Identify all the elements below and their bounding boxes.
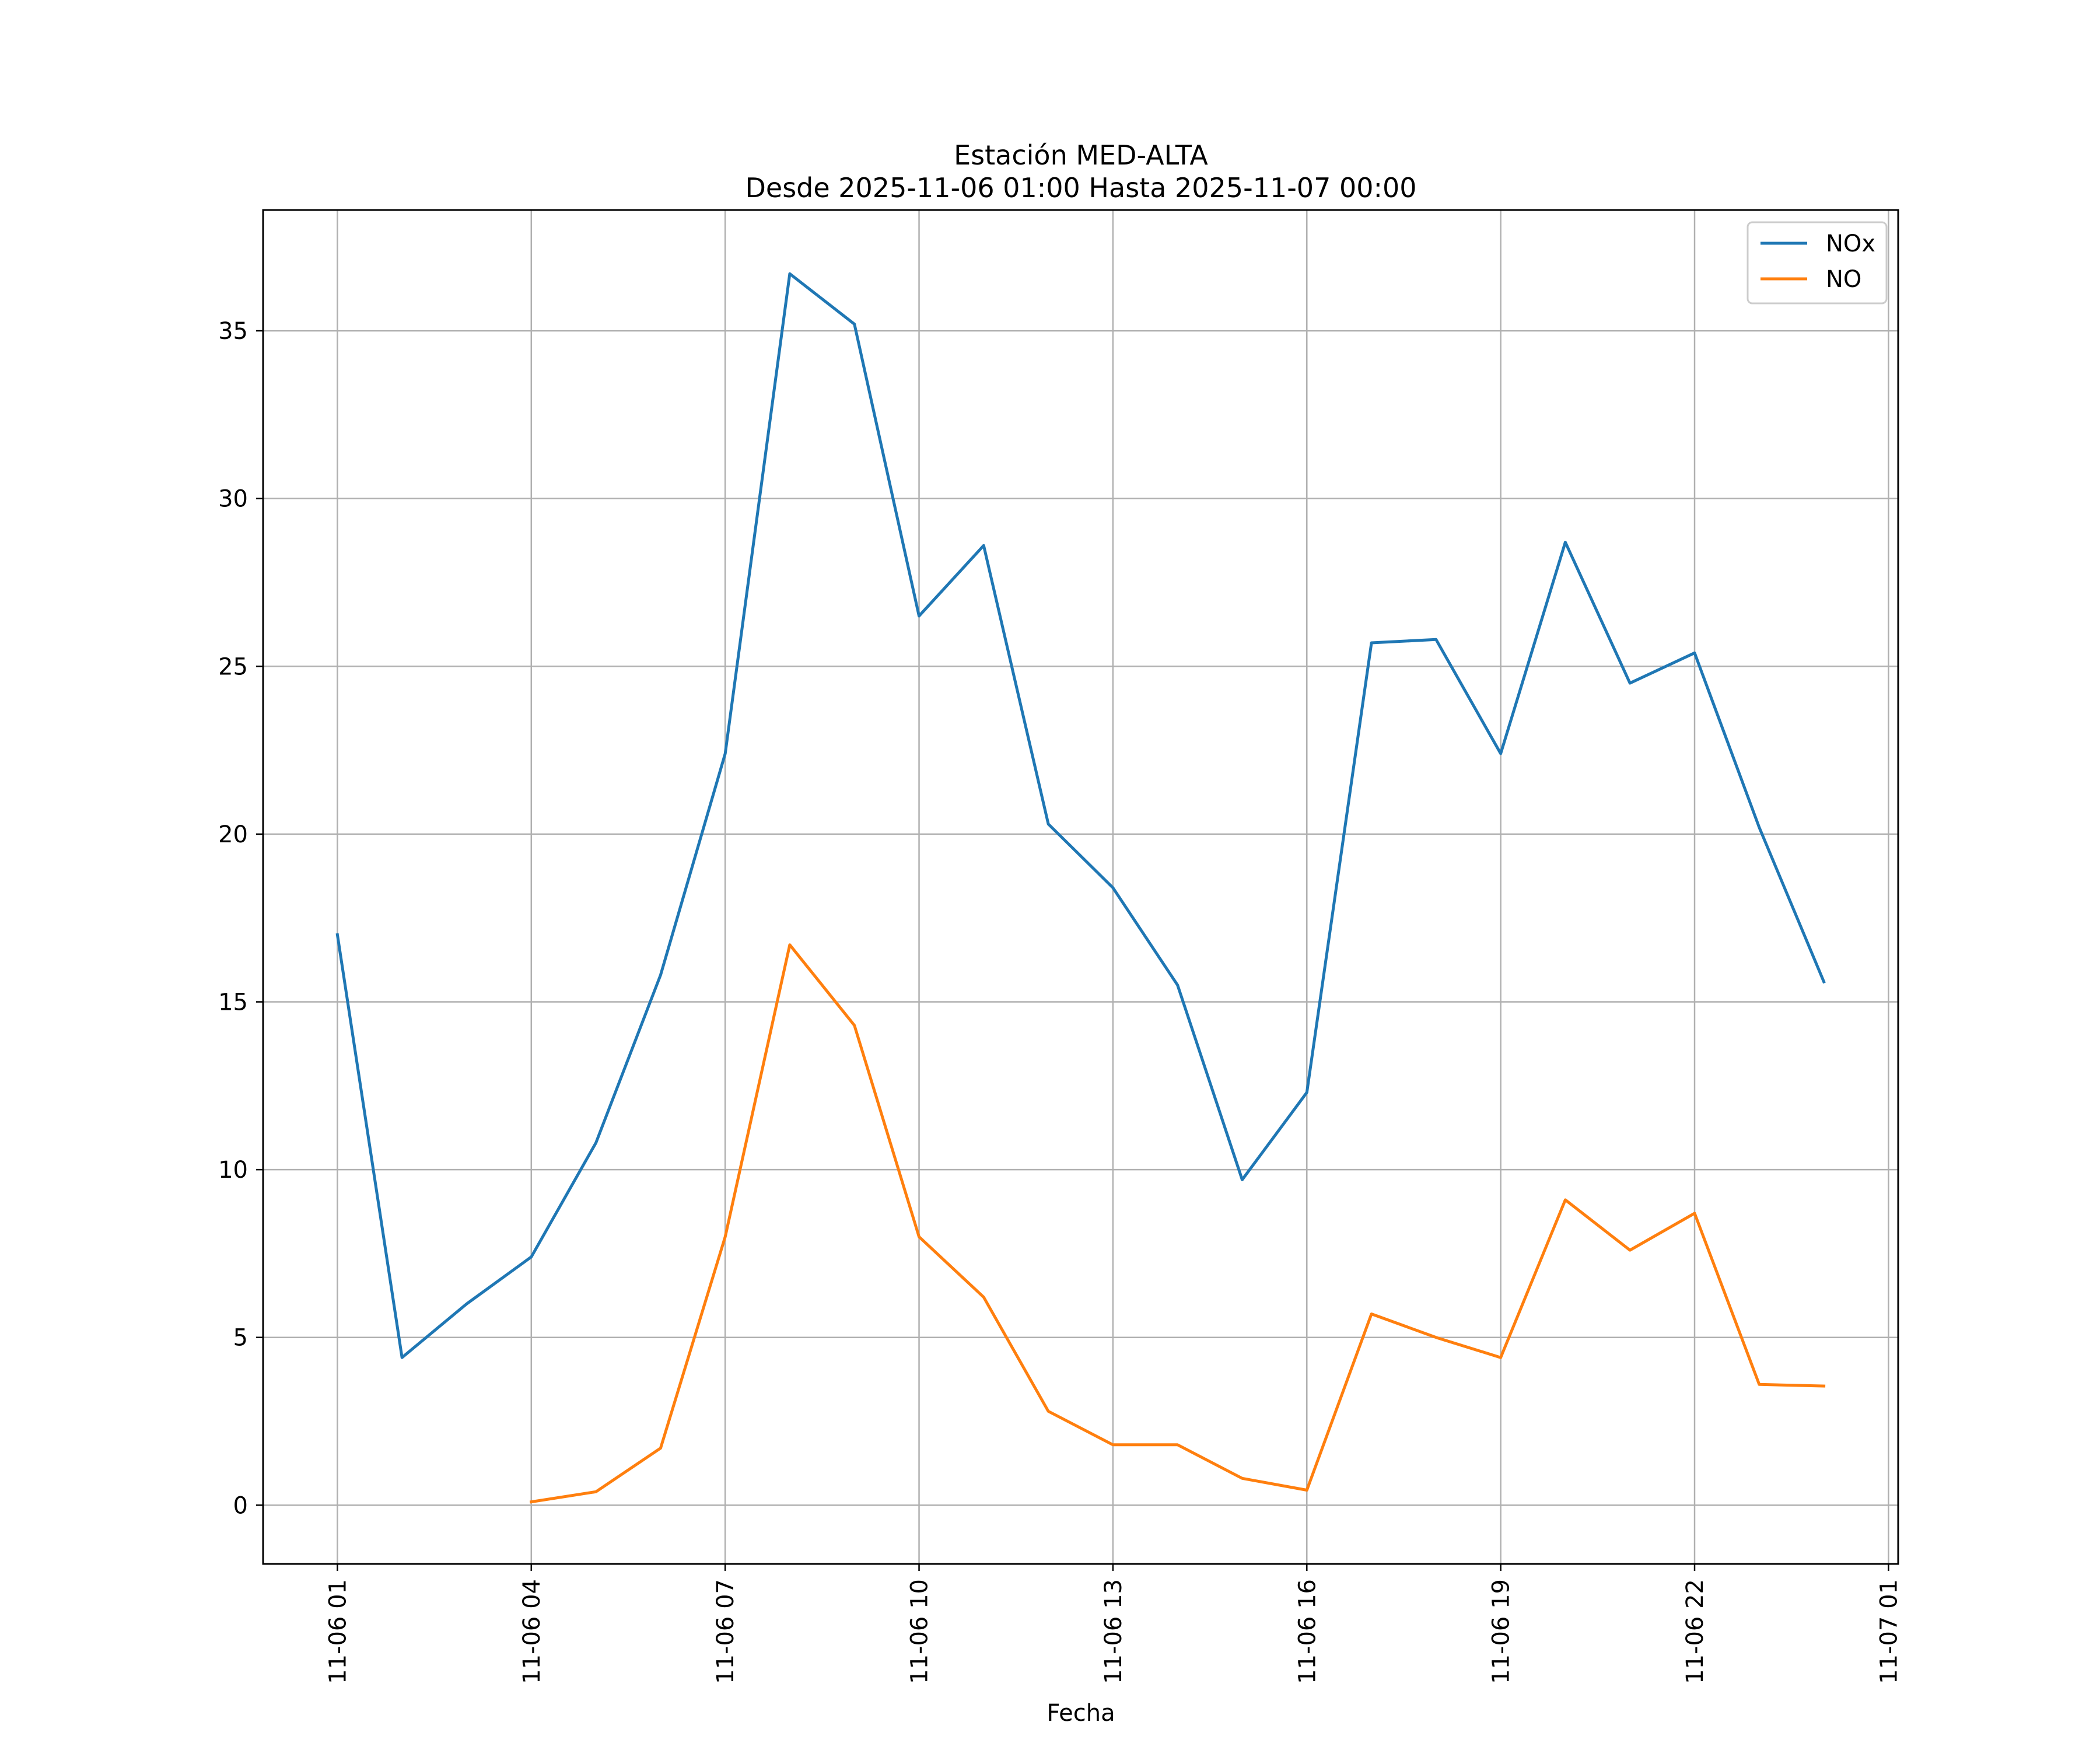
legend-label-no: NO [1826,266,1861,293]
legend-label-nox: NOx [1826,230,1875,257]
y-tick-label: 0 [233,1492,248,1519]
x-tick-label: 11-06 16 [1294,1579,1321,1684]
x-tick-label: 11-07 01 [1875,1579,1902,1684]
y-tick-label: 35 [218,318,248,345]
series-line-nox [335,272,1826,1359]
legend: NOx NO [1746,221,1888,304]
x-axis: 11-06 01 11-06 04 11-06 07 11-06 10 11-06 13… [324,1564,1902,1684]
series-layer [335,272,1826,1504]
x-tick-label: 11-06 19 [1488,1579,1515,1684]
y-tick-label: 5 [233,1325,248,1352]
x-tick-label: 11-06 13 [1100,1579,1127,1684]
x-axis-label: Fecha [1046,1700,1115,1727]
x-tick-label: 11-06 04 [519,1579,545,1684]
y-axis: 0 5 10 15 20 25 30 35 [218,318,263,1519]
x-tick-label: 11-06 01 [324,1579,351,1684]
chart-subtitle: Desde 2025-11-06 01:00 Hasta 2025-11-07 … [745,172,1416,204]
chart-title: Estación MED-ALTA [954,139,1208,171]
y-tick-label: 30 [218,486,248,513]
x-tick-label: 11-06 07 [712,1579,739,1684]
y-tick-label: 20 [218,821,248,848]
x-tick-label: 11-06 22 [1682,1579,1709,1684]
y-tick-label: 10 [218,1157,248,1184]
y-tick-label: 15 [218,989,248,1016]
plot-frame [262,209,1899,1565]
series-line-no [529,943,1826,1504]
grid [263,210,1898,1564]
y-tick-label: 25 [218,653,248,680]
x-tick-label: 11-06 10 [907,1579,933,1684]
